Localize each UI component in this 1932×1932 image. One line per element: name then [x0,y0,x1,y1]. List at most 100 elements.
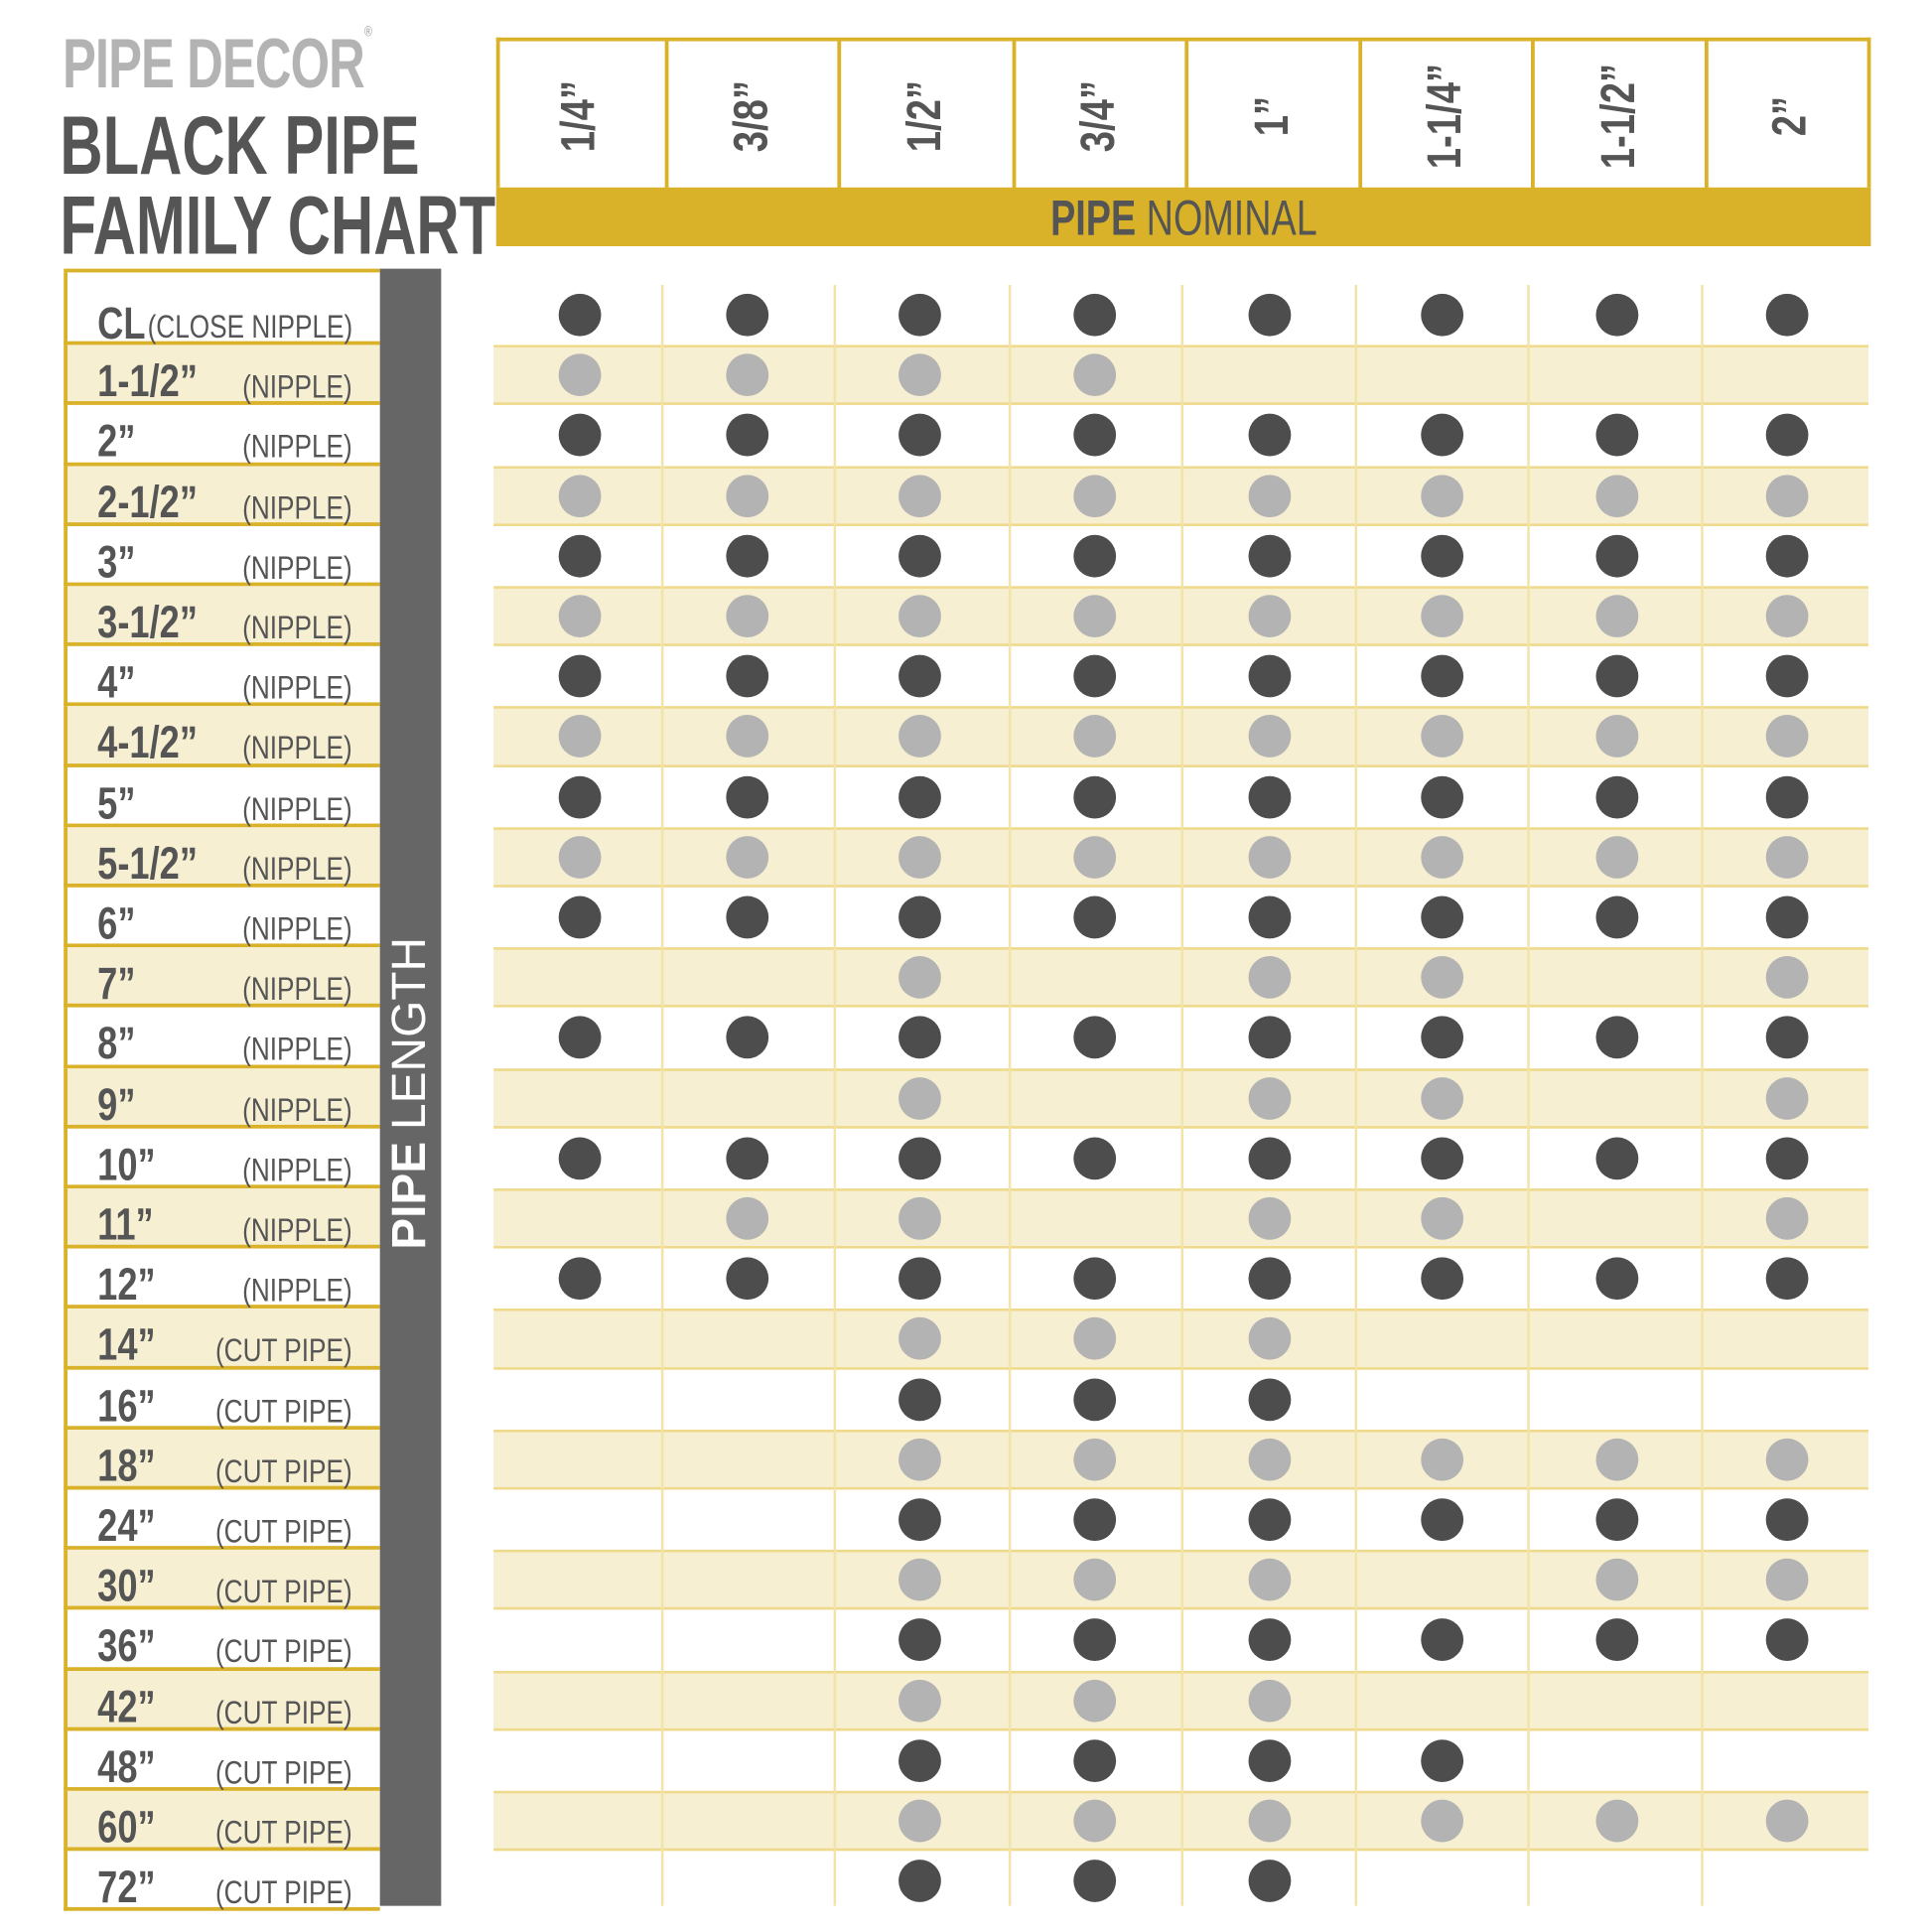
row-label: 6” (NIPPLE) [64,887,380,948]
availability-dot [1421,715,1464,759]
availability-dot [1073,353,1117,397]
availability-dot [558,896,602,939]
row-label: 42” (CUT PIPE) [64,1670,380,1731]
row-length: 5-1/2” [97,837,198,889]
chart-title-line2: FAMILY CHART [60,179,496,272]
availability-dot [898,715,941,759]
row-label: 18” (CUT PIPE) [64,1429,380,1490]
row-type: (CUT PIPE) [215,1451,352,1490]
row-type: (NIPPLE) [242,1090,352,1129]
availability-dot [1595,896,1639,939]
availability-dot [1421,835,1464,879]
availability-dot [1421,896,1464,939]
row-length: 9” [97,1077,136,1130]
availability-dot [1073,1377,1117,1421]
availability-dot [1421,1257,1464,1301]
row-label: 36” (CUT PIPE) [64,1609,380,1672]
row-label: 10” (NIPPLE) [64,1128,380,1189]
availability-dot [1248,654,1292,698]
row-length: 4-1/2” [97,716,198,768]
row-label: 5-1/2” (NIPPLE) [64,827,380,889]
availability-dot [898,1438,941,1481]
column-header-cell: 2” [1704,41,1872,192]
availability-dot [898,1498,941,1542]
availability-dot [1765,1076,1809,1120]
availability-dot [898,474,941,517]
availability-dot [1073,1738,1117,1782]
availability-dot [1421,1137,1464,1180]
column-header: 1/4” 3/8” 1/2” 3/4” 1” 1-1/4” 1-1/2” 2” [495,37,1871,192]
availability-dot [1595,1016,1639,1059]
availability-dot [1248,293,1292,337]
availability-dot [558,595,602,637]
availability-dot [1248,534,1292,578]
availability-dot [898,534,941,578]
availability-dot [1073,896,1117,939]
availability-dot [1248,1679,1292,1723]
availability-dot [1765,595,1809,637]
availability-dot [1073,1618,1117,1662]
availability-dot [726,293,769,337]
grid-column-divider [833,285,837,1906]
row-label: 4” (NIPPLE) [64,646,380,708]
availability-dot [1073,293,1117,337]
availability-dot [898,654,941,698]
row-length: 14” [97,1318,156,1371]
row-label: 2-1/2” (NIPPLE) [64,466,380,527]
grid-column-divider [1701,285,1704,1906]
grid-row-band [493,466,1868,526]
availability-dot [1765,1196,1809,1240]
availability-dot [1421,293,1464,337]
grid-row-band [493,1067,1868,1129]
row-type: (NIPPLE) [242,668,352,707]
pipe-nominal-band: PIPE NOMINAL [495,187,1871,246]
availability-dot [898,1618,941,1662]
grid-column-divider [1527,285,1530,1906]
availability-dot [1595,654,1639,698]
row-length: 16” [97,1379,156,1431]
row-label: 60” (CUT PIPE) [64,1790,380,1853]
availability-dot [1595,715,1639,759]
pipe-length-sidebar: PIPE LENGTH [379,268,442,1906]
row-type: (CUT PIPE) [215,1873,352,1911]
grid-row-band [493,947,1868,1009]
row-type: (NIPPLE) [242,1151,352,1188]
availability-dot [1073,1799,1117,1843]
column-header-cell: 1-1/4” [1357,41,1531,192]
availability-dot [1765,1438,1809,1481]
availability-dot [1421,1076,1464,1120]
availability-dot [1595,1137,1639,1180]
availability-dot [1248,474,1292,517]
column-label: 2” [1763,95,1817,137]
row-type: (CUT PIPE) [215,1391,352,1430]
availability-dot [1248,1498,1292,1542]
grid-column-divider [1354,285,1358,1906]
column-header-cell: 1/4” [496,42,662,192]
availability-dot [1073,1137,1117,1180]
availability-dot [558,293,602,337]
availability-dot [1073,1679,1117,1723]
grid-row-band [493,1550,1868,1610]
pipe-length-label: PIPE LENGTH [380,918,442,1268]
column-label: 1/2” [898,79,952,153]
row-length: 2” [97,415,136,468]
availability-dot [1248,1558,1292,1601]
availability-dot [1073,1438,1117,1481]
availability-dot [1421,1618,1464,1662]
row-label-top-border [64,268,380,273]
column-label: 1-1/4” [1419,63,1472,170]
availability-dot [726,1196,769,1240]
availability-dot [1595,293,1639,337]
availability-dot [898,775,941,819]
availability-dot [558,715,602,759]
row-label: 8” (NIPPLE) [64,1008,380,1069]
row-label: 2” (NIPPLE) [64,405,380,468]
availability-dot [1765,534,1809,578]
availability-dot [898,956,941,1000]
availability-dot [898,1137,941,1180]
availability-dot [898,1076,941,1120]
availability-dot [1421,474,1464,517]
row-length: 12” [97,1258,156,1311]
row-type: (NIPPLE) [242,1210,352,1249]
